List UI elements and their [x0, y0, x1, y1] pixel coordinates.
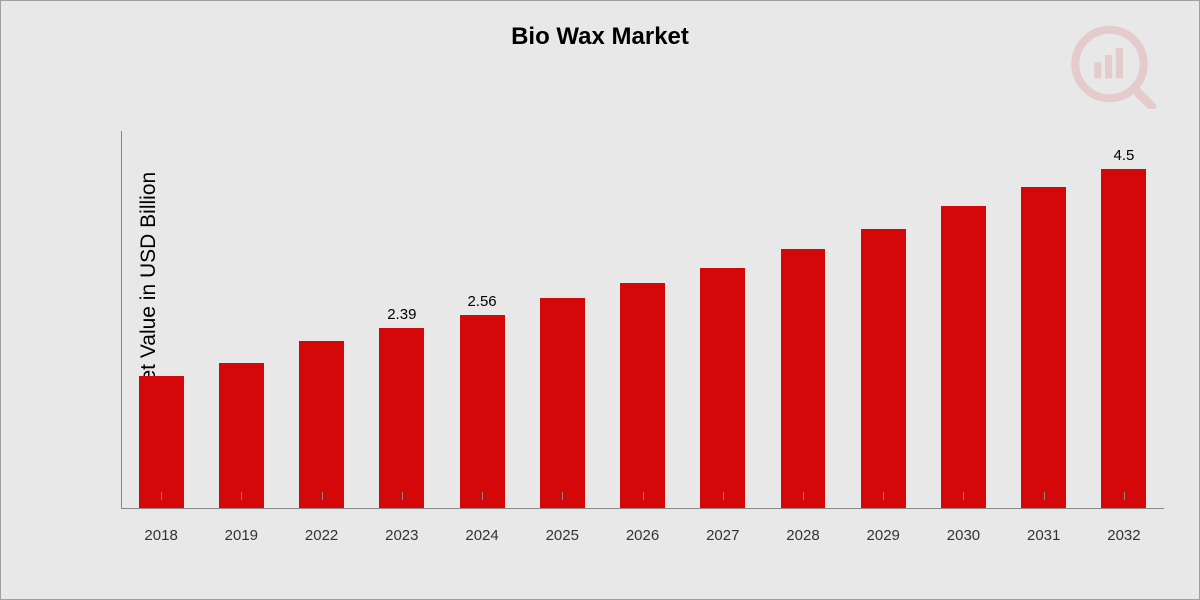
bar-slot: [201, 131, 281, 508]
x-tick-label: 2028: [763, 527, 843, 544]
bar-slot: [923, 131, 1003, 508]
bar: [1101, 169, 1146, 508]
bar: [299, 341, 344, 508]
x-tick-label: 2026: [602, 527, 682, 544]
bar: [1021, 187, 1066, 508]
bar-slot: [602, 131, 682, 508]
x-tick-label: 2032: [1084, 527, 1164, 544]
bar-slot: [281, 131, 361, 508]
x-tick-label: 2025: [522, 527, 602, 544]
x-tick-label: 2029: [843, 527, 923, 544]
x-tick-label: 2022: [281, 527, 361, 544]
bar-value-label: 2.56: [467, 293, 496, 311]
bar: [700, 268, 745, 508]
bar: [861, 229, 906, 508]
bar-slot: [683, 131, 763, 508]
chart-container: Bio Wax Market Market Value in USD Billi…: [0, 0, 1200, 600]
watermark-logo-icon: [1069, 19, 1159, 109]
plot-area: 2.39 2.56 4.5: [121, 131, 1164, 509]
x-tick-label: 2031: [1004, 527, 1084, 544]
x-tick-label: 2024: [442, 527, 522, 544]
bar: [379, 328, 424, 508]
x-tick-label: 2019: [201, 527, 281, 544]
bar: [941, 206, 986, 508]
bar: [219, 363, 264, 508]
bar: [620, 283, 665, 508]
bar: [139, 376, 184, 508]
x-axis: 2018201920222023202420252026202720282029…: [121, 527, 1164, 544]
x-tick-label: 2027: [683, 527, 763, 544]
bar-slot: 2.39: [362, 131, 442, 508]
bar-slot: [522, 131, 602, 508]
bar: [781, 249, 826, 508]
x-tick-label: 2018: [121, 527, 201, 544]
x-tick-label: 2023: [362, 527, 442, 544]
bar-slot: [763, 131, 843, 508]
chart-title: Bio Wax Market: [1, 1, 1199, 51]
bar-slot: 4.5: [1084, 131, 1164, 508]
bar-slot: [1004, 131, 1084, 508]
bar: [460, 315, 505, 508]
bar-value-label: 4.5: [1114, 147, 1135, 165]
x-tick-label: 2030: [923, 527, 1003, 544]
bar-slot: [843, 131, 923, 508]
bar-slot: 2.56: [442, 131, 522, 508]
bar-value-label: 2.39: [387, 306, 416, 324]
bar-slot: [121, 131, 201, 508]
bar: [540, 298, 585, 508]
bar-group: 2.39 2.56 4.5: [121, 131, 1164, 509]
